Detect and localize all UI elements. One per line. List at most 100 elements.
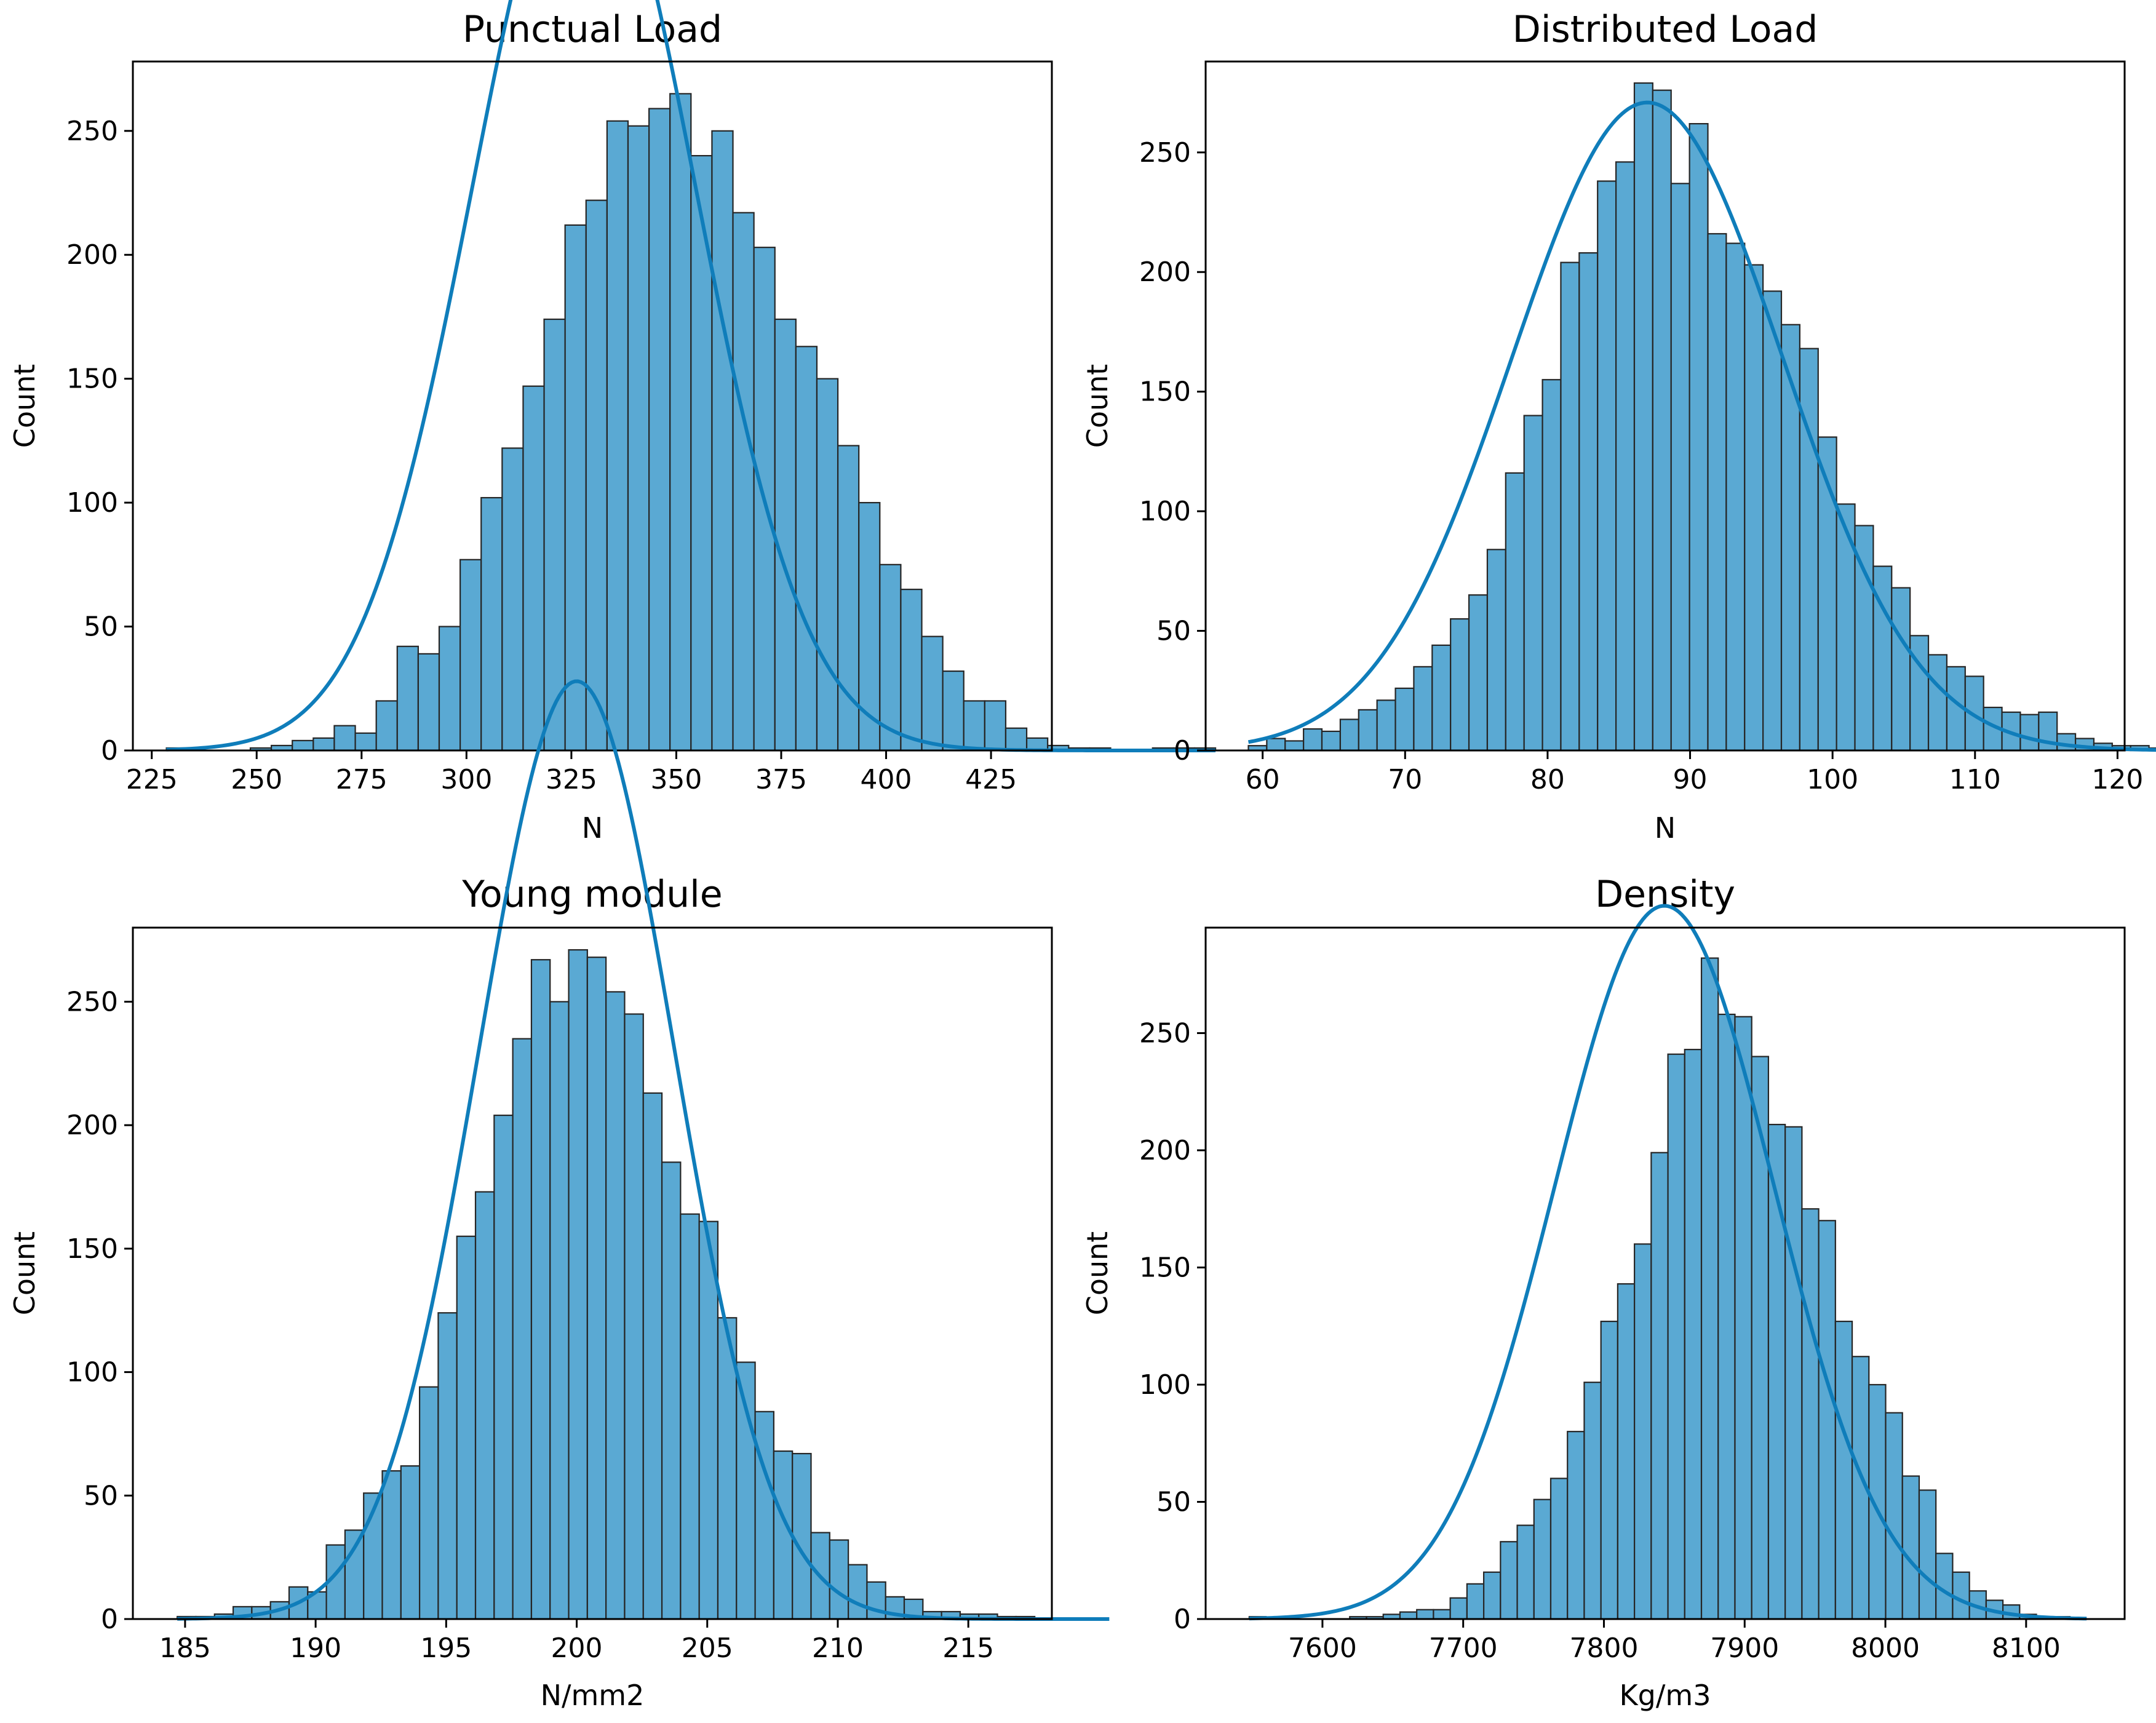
histogram-bar [312,737,335,752]
x-tick-label: 375 [755,764,807,795]
histogram-bar [1523,415,1543,752]
histogram-bar [1567,1431,1585,1620]
histogram-bar [1617,1283,1636,1620]
histogram-bar [437,1312,458,1620]
x-tick-label: 185 [159,1633,211,1664]
histogram-bar [1486,549,1506,752]
histogram-bar [732,212,755,752]
y-tick-label: 0 [101,1604,118,1635]
histogram-bar [669,93,692,752]
x-tick-label: 8000 [1851,1633,1920,1664]
kde-curve [1247,100,2156,752]
axes-frame [1204,926,2126,1620]
histogram-bar [606,120,629,752]
histogram-bar [438,626,461,752]
histogram-bar [1751,1056,1770,1620]
histogram-bar [1376,699,1396,752]
histogram-bar [1450,618,1470,752]
histogram-bar [1266,738,1286,752]
histogram-bar [1927,654,1948,752]
histogram-bar [921,635,944,752]
histogram-bar [1952,1571,1970,1620]
x-tick-label: 200 [551,1633,603,1664]
histogram-bar [661,1161,682,1620]
x-tick-label: 7900 [1710,1633,1779,1664]
histogram-bar [1667,1053,1685,1620]
histogram-bar [1303,728,1323,752]
y-tick-label: 0 [101,735,118,766]
histogram-bar [1670,183,1690,752]
histogram-bar [848,1564,868,1620]
histogram-bar [1394,687,1415,752]
histogram-bar [711,130,734,752]
histogram-bar [400,1465,421,1620]
histogram-bar [419,1386,439,1620]
histogram-bar [698,1220,719,1620]
histogram-bar [396,645,419,752]
x-tick-label: 7700 [1429,1633,1498,1664]
histogram-bar [1560,261,1580,752]
histogram-bar [522,385,545,752]
x-tick-label: 205 [682,1633,733,1664]
panel-distributed-load: Distributed Load 60 70 80 90 100 110 120 0 50 10… [1081,8,2156,845]
histogram-bar [2056,733,2077,752]
histogram-bar [1891,587,1911,752]
y-tick-label: 250 [66,116,118,147]
y-tick-label: 150 [1139,1252,1191,1283]
histogram-bar [543,318,566,752]
histogram-bar [942,670,965,752]
x-tick-label: 325 [546,764,597,795]
histogram-bar [1885,1412,1903,1620]
histogram-bar [837,445,860,752]
panel-young-module: Young module 185 190 195 200 205 210 215 0 50 10… [8,679,1110,1712]
histogram-bar [1767,1123,1786,1620]
histogram-bar [564,224,587,752]
y-tick-label: 150 [66,1233,118,1265]
histogram-bar [829,1539,849,1620]
y-tick-label: 50 [1156,1486,1191,1518]
histogram-bar [1817,436,1837,752]
histogram-bar [493,1114,514,1620]
y-tick-label: 100 [1139,496,1191,527]
x-tick-label: 425 [965,764,1017,795]
x-tick-label: 225 [126,764,178,795]
histogram-bar [1799,348,1819,752]
histogram-bar [605,991,626,1620]
y-tick-label: 200 [66,1110,118,1141]
histogram-bar [773,1450,794,1620]
y-tick-label: 0 [1174,735,1191,766]
histogram-bar [1358,709,1378,752]
histogram-bar [568,949,588,1620]
histogram-bar [1634,1243,1652,1620]
histogram-bar [900,589,923,752]
histogram-bar [736,1361,756,1620]
y-axis-label: Count [1081,1232,1114,1316]
y-tick-label: 150 [66,364,118,395]
histogram-bar [774,318,797,752]
histogram-bar [1533,1498,1552,1620]
histogram-bar [1633,82,1653,752]
y-tick-label: 200 [1139,257,1191,288]
panel-punctual-load: Punctual Load 225 250 275 300 325 350 375 400 42… [8,0,1217,845]
x-axis-label: N [582,811,603,845]
histogram-bar [333,725,356,752]
histogram-bar [1583,1382,1602,1620]
histogram-bar [1500,1541,1518,1620]
x-tick-label: 100 [1807,764,1858,795]
x-tick-label: 110 [1949,764,2001,795]
histogram-bar [879,563,902,752]
histogram-bar [1744,264,1764,752]
x-axis-label: Kg/m3 [1620,1679,1711,1712]
histogram-bar [1818,1220,1836,1620]
histogram-bar [1652,89,1672,752]
histogram-bar [292,739,314,752]
x-tick-label: 7600 [1288,1633,1357,1664]
x-axis-label: N/mm2 [541,1679,645,1712]
histogram-bar [1549,1478,1569,1620]
histogram-bar [1854,525,1874,752]
histogram-bar [375,700,398,752]
panel-density: Density 7600 7700 7800 7900 8000 8100 0 50 100 1… [1081,873,2126,1712]
y-axis-label: Count [1081,364,1114,448]
histogram-bar [1482,1571,1502,1620]
